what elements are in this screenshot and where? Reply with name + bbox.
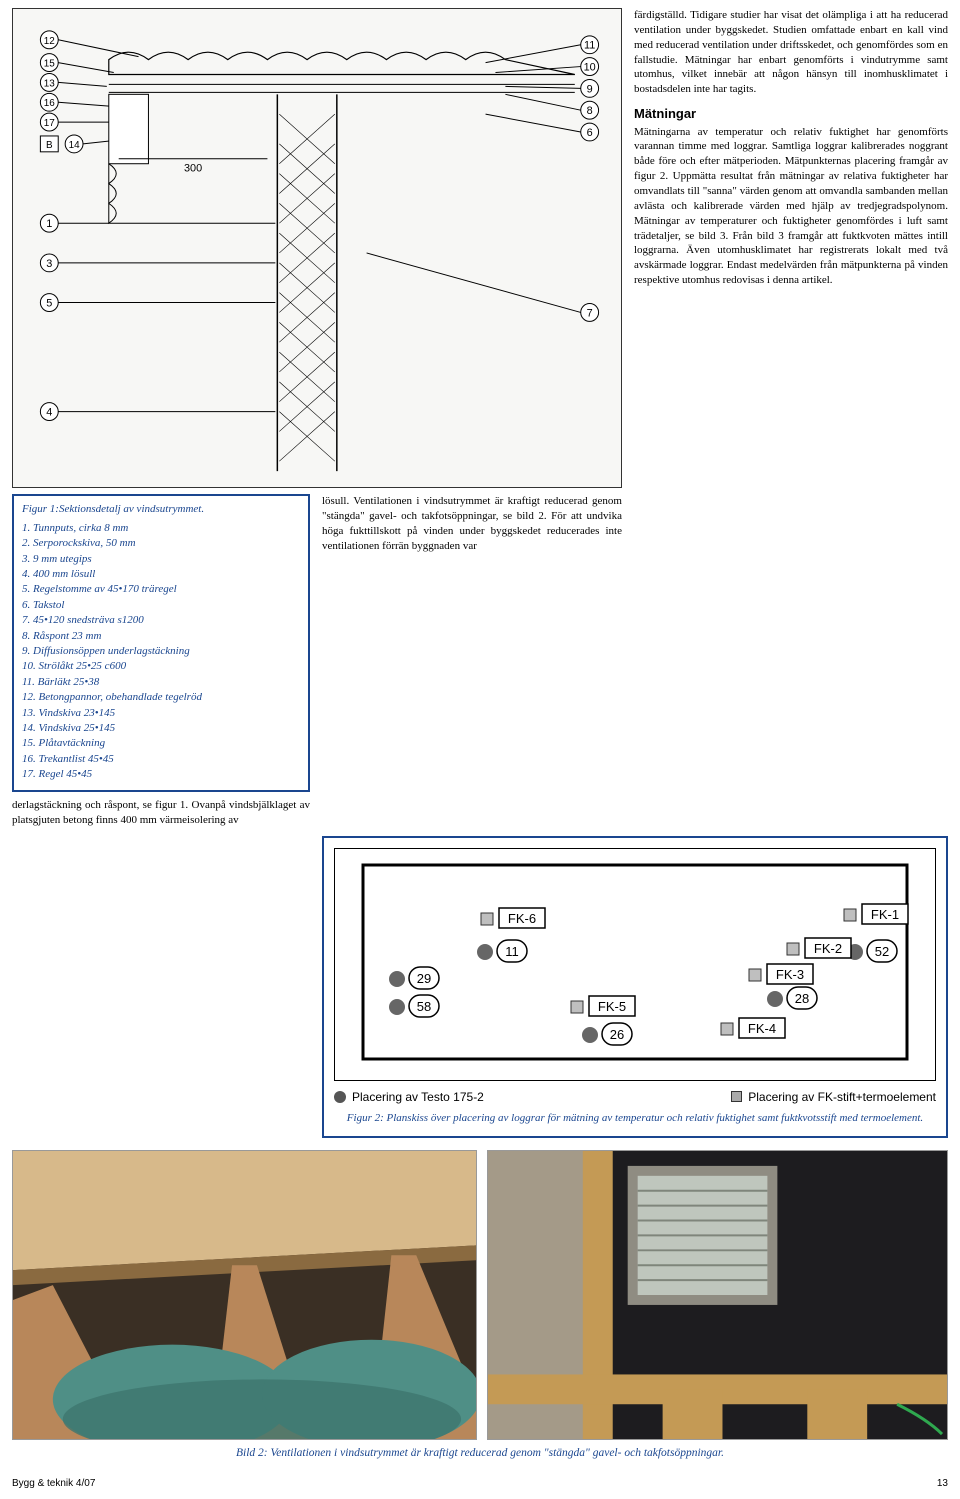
figure1-item: 1. Tunnputs, cirka 8 mm [22,521,300,536]
svg-text:11: 11 [584,40,595,52]
svg-text:300: 300 [184,163,202,175]
svg-text:12: 12 [44,36,56,47]
figure1-item: 13. Vindskiva 23•145 [22,706,300,721]
figure1-item: 7. 45•120 snedsträva s1200 [22,613,300,628]
figure1-item: 6. Takstol [22,598,300,613]
svg-text:10: 10 [584,62,596,74]
figure1-item: 2. Serporockskiva, 50 mm [22,536,300,551]
figure1-item: 9. Diffusionsöppen underlagstäckning [22,644,300,659]
svg-text:28: 28 [795,991,809,1006]
footer-right: 13 [937,1477,948,1491]
photo-row [12,1150,948,1440]
figure2-plan: 29 58 11 26 28 52 FK-6 FK-5 FK-4 FK-3 FK-2 FK-1 [334,848,936,1081]
photo-right [487,1150,948,1440]
svg-text:4: 4 [46,407,52,419]
figure1-box: Figur 1:Sektionsdetalj av vindsutrymmet.… [12,494,310,792]
top-left-column: 12 15 13 16 17 B 14 11 10 9 8 6 [12,8,622,828]
right-para-2: Mätningarna av temperatur och relativ fu… [634,125,948,288]
figure1-item: 12. Betongpannor, obehandlade tegelröd [22,690,300,705]
lower-left-area: Figur 1:Sektionsdetalj av vindsutrymmet.… [12,494,622,828]
figure1-caption: Figur 1:Sektionsdetalj av vindsutrymmet. [22,502,300,517]
svg-text:FK-6: FK-6 [508,911,536,926]
svg-text:3: 3 [46,258,52,270]
figure1-column: Figur 1:Sektionsdetalj av vindsutrymmet.… [12,494,310,828]
photo-left-svg [13,1151,476,1439]
photo-caption: Bild 2: Ventilationen i vindsutrymmet är… [12,1446,948,1462]
legend-circle: Placering av Testo 175-2 [334,1089,484,1105]
para-below-box: derlagstäckning och råspont, se figur 1.… [12,798,310,828]
figure1-list: 1. Tunnputs, cirka 8 mm2. Serporockskiva… [22,521,300,783]
svg-text:7: 7 [587,307,593,319]
svg-text:FK-1: FK-1 [871,907,899,922]
svg-text:FK-3: FK-3 [776,967,804,982]
photo-right-svg [488,1151,947,1439]
figure2-row: 29 58 11 26 28 52 FK-6 FK-5 FK-4 FK-3 FK-2 FK-1 Pla… [12,836,948,1138]
figure1-item: 14. Vindskiva 25•145 [22,721,300,736]
right-column: färdigställd. Tidigare studier har visat… [634,8,948,828]
svg-text:13: 13 [44,78,56,89]
figure1-item: 15. Plåtavtäckning [22,736,300,751]
figure2-svg: 29 58 11 26 28 52 FK-6 FK-5 FK-4 FK-3 FK-2 FK-1 [343,857,927,1067]
svg-text:11: 11 [505,944,519,959]
figure1-item: 17. Regel 45•45 [22,767,300,782]
section-drawing-svg: 12 15 13 16 17 B 14 11 10 9 8 6 [19,15,615,481]
figure1-item: 8. Råspont 23 mm [22,629,300,644]
svg-text:B: B [46,140,53,151]
legend-square-label: Placering av FK-stift+termoelement [748,1089,936,1105]
page: 12 15 13 16 17 B 14 11 10 9 8 6 [12,8,948,1491]
svg-text:FK-5: FK-5 [598,999,626,1014]
figure1-drawing: 12 15 13 16 17 B 14 11 10 9 8 6 [12,8,622,488]
svg-text:14: 14 [69,140,81,151]
svg-text:17: 17 [44,118,56,129]
figure1-item: 16. Trekantlist 45•45 [22,752,300,767]
svg-text:9: 9 [587,83,593,95]
right-para-1: färdigställd. Tidigare studier har visat… [634,8,948,97]
svg-text:15: 15 [44,59,56,70]
circle-marker-icon [334,1091,346,1103]
legend-square: Placering av FK-stift+termoelement [731,1089,936,1105]
section-heading: Mätningar [634,105,948,123]
square-marker-icon [731,1091,742,1102]
top-row: 12 15 13 16 17 B 14 11 10 9 8 6 [12,8,948,828]
middle-column-text: lösull. Ventilationen i vindsutrymmet är… [322,494,622,828]
svg-text:16: 16 [44,98,56,109]
svg-text:5: 5 [46,297,52,309]
figure1-item: 5. Regelstomme av 45•170 träregel [22,582,300,597]
svg-text:8: 8 [587,105,593,117]
svg-text:FK-2: FK-2 [814,941,842,956]
svg-text:6: 6 [587,127,593,139]
svg-text:26: 26 [610,1027,624,1042]
figure2-box: 29 58 11 26 28 52 FK-6 FK-5 FK-4 FK-3 FK-2 FK-1 Pla… [322,836,948,1138]
photo-left [12,1150,477,1440]
page-footer: Bygg & teknik 4/07 13 [12,1477,948,1491]
figure1-item: 3. 9 mm utegips [22,552,300,567]
figure1-item: 10. Strölåkt 25•25 c600 [22,659,300,674]
figure2-legend: Placering av Testo 175-2 Placering av FK… [334,1089,936,1105]
footer-left: Bygg & teknik 4/07 [12,1477,95,1491]
figure2-caption: Figur 2: Planskiss över placering av log… [334,1111,936,1126]
svg-text:FK-4: FK-4 [748,1021,776,1036]
svg-text:58: 58 [417,999,431,1014]
legend-circle-label: Placering av Testo 175-2 [352,1089,484,1105]
svg-text:52: 52 [875,944,889,959]
svg-text:29: 29 [417,971,431,986]
mid-text: lösull. Ventilationen i vindsutrymmet är… [322,495,622,552]
figure1-item: 4. 400 mm lösull [22,567,300,582]
svg-text:1: 1 [46,218,52,230]
figure1-item: 11. Bärläkt 25•38 [22,675,300,690]
